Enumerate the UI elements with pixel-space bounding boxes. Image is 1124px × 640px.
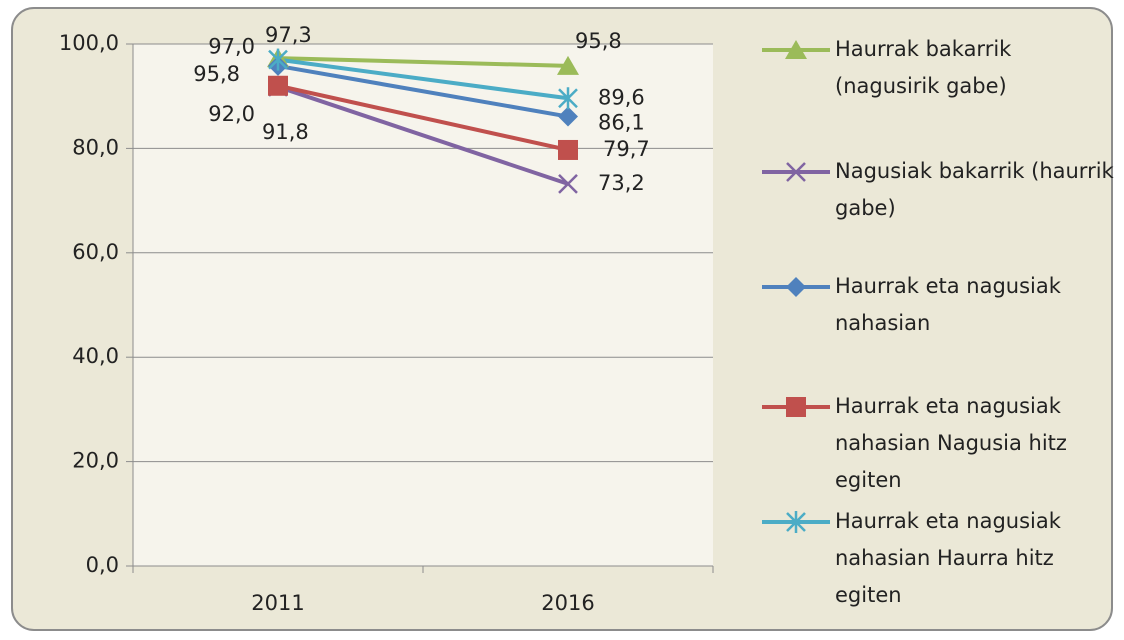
marker: [268, 48, 288, 71]
marker: [558, 106, 578, 127]
marker: [558, 139, 578, 160]
legend-label: Haurrak eta nagusiak nahasian Nagusia hi…: [835, 394, 1067, 492]
y-tick-label: 40,0: [72, 344, 119, 368]
series-line: [277, 56, 569, 68]
series-line: [277, 84, 569, 186]
marker: [786, 277, 806, 297]
legend-label: Haurrak eta nagusiak nahasian Haurra hit…: [835, 509, 1061, 607]
legend-label: Haurrak bakarrik (nagusirik gabe): [835, 37, 1012, 98]
x-tick-label: 2016: [541, 591, 594, 615]
data-label: 89,6: [598, 85, 645, 109]
marker: [786, 162, 806, 182]
data-label: 95,8: [575, 29, 622, 53]
series-line: [277, 63, 569, 119]
data-label: 86,1: [598, 111, 645, 135]
x-tick-label: 2011: [251, 591, 304, 615]
series-line: [277, 83, 569, 152]
marker: [558, 87, 578, 110]
series-line: [277, 57, 569, 101]
y-tick-label: 60,0: [72, 240, 119, 264]
marker: [786, 397, 806, 417]
legend-label: Haurrak eta nagusiak nahasian: [835, 274, 1061, 335]
data-label: 73,2: [598, 171, 645, 195]
data-label: 79,7: [603, 137, 650, 161]
marker: [557, 55, 579, 75]
marker: [785, 40, 807, 59]
marker: [786, 511, 806, 533]
y-tick-label: 80,0: [72, 135, 119, 159]
y-tick-label: 0,0: [86, 553, 119, 577]
data-label: 92,0: [208, 102, 255, 126]
data-label: 91,8: [262, 120, 309, 144]
plot-area: [133, 44, 713, 566]
data-label: 97,3: [265, 23, 312, 47]
marker: [558, 174, 578, 194]
legend-label: Nagusiak bakarrik (haurrik gabe): [835, 159, 1114, 220]
marker: [268, 75, 288, 96]
y-tick-label: 100,0: [59, 31, 119, 55]
data-label: 97,0: [208, 35, 255, 59]
data-label: 95,8: [193, 62, 240, 86]
y-tick-label: 20,0: [72, 449, 119, 473]
